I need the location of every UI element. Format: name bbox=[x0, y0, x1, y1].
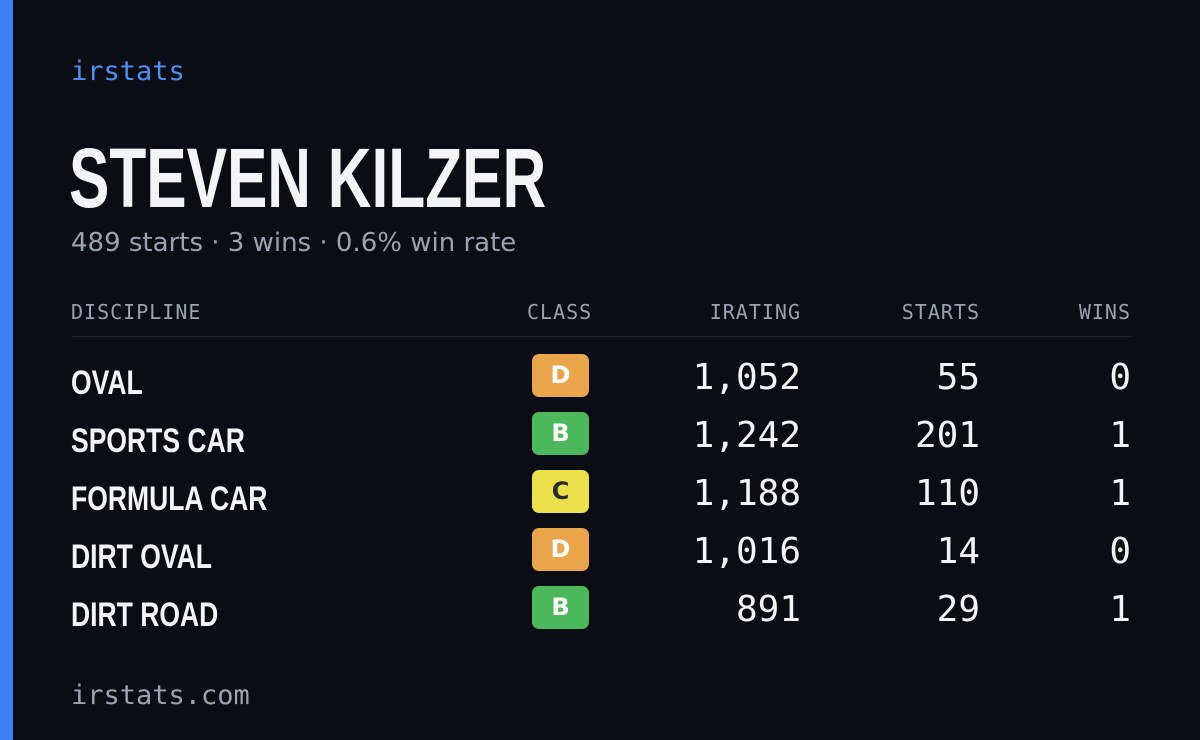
header-wins: WINS bbox=[1078, 300, 1131, 324]
class-badge: C bbox=[532, 470, 589, 513]
brand-logo-text: irstats bbox=[71, 56, 185, 87]
stats-summary: 489 starts · 3 wins · 0.6% win rate bbox=[71, 228, 517, 258]
discipline-name: SPORTS CAR bbox=[71, 422, 245, 460]
header-class: CLASS bbox=[527, 300, 593, 324]
class-badge: D bbox=[532, 528, 589, 571]
class-badge: D bbox=[532, 354, 589, 397]
starts-value: 29 bbox=[936, 589, 980, 630]
table-row: SPORTS CAR B 1,242 201 1 bbox=[71, 410, 1131, 468]
irating-value: 1,052 bbox=[692, 357, 801, 398]
starts-value: 201 bbox=[914, 415, 980, 456]
wins-value: 1 bbox=[1109, 589, 1131, 630]
driver-name: STEVEN KILZER bbox=[69, 131, 547, 225]
wins-value: 0 bbox=[1109, 531, 1131, 572]
table-header: DISCIPLINE CLASS IRATING STARTS WINS bbox=[71, 300, 1131, 330]
starts-value: 55 bbox=[936, 357, 980, 398]
wins-value: 0 bbox=[1109, 357, 1131, 398]
table-row: DIRT ROAD B 891 29 1 bbox=[71, 584, 1131, 642]
header-divider bbox=[71, 336, 1131, 337]
table-row: DIRT OVAL D 1,016 14 0 bbox=[71, 526, 1131, 584]
accent-bar bbox=[0, 0, 13, 740]
discipline-name: OVAL bbox=[71, 364, 143, 402]
irating-value: 1,188 bbox=[692, 473, 801, 514]
irating-value: 1,016 bbox=[692, 531, 801, 572]
wins-value: 1 bbox=[1109, 473, 1131, 514]
starts-value: 14 bbox=[936, 531, 980, 572]
irating-value: 1,242 bbox=[692, 415, 801, 456]
header-starts: STARTS bbox=[901, 300, 980, 324]
header-discipline: DISCIPLINE bbox=[71, 300, 202, 324]
discipline-name: DIRT OVAL bbox=[71, 538, 212, 576]
class-badge: B bbox=[532, 412, 589, 455]
irating-value: 891 bbox=[735, 589, 801, 630]
footer-url: irstats.com bbox=[71, 680, 250, 711]
header-irating: IRATING bbox=[709, 300, 801, 324]
table-row: OVAL D 1,052 55 0 bbox=[71, 352, 1131, 410]
wins-value: 1 bbox=[1109, 415, 1131, 456]
class-badge: B bbox=[532, 586, 589, 629]
table-row: FORMULA CAR C 1,188 110 1 bbox=[71, 468, 1131, 526]
discipline-name: FORMULA CAR bbox=[71, 480, 268, 518]
discipline-table: OVAL D 1,052 55 0 SPORTS CAR B 1,242 201… bbox=[71, 352, 1131, 642]
starts-value: 110 bbox=[914, 473, 980, 514]
discipline-name: DIRT ROAD bbox=[71, 596, 219, 634]
